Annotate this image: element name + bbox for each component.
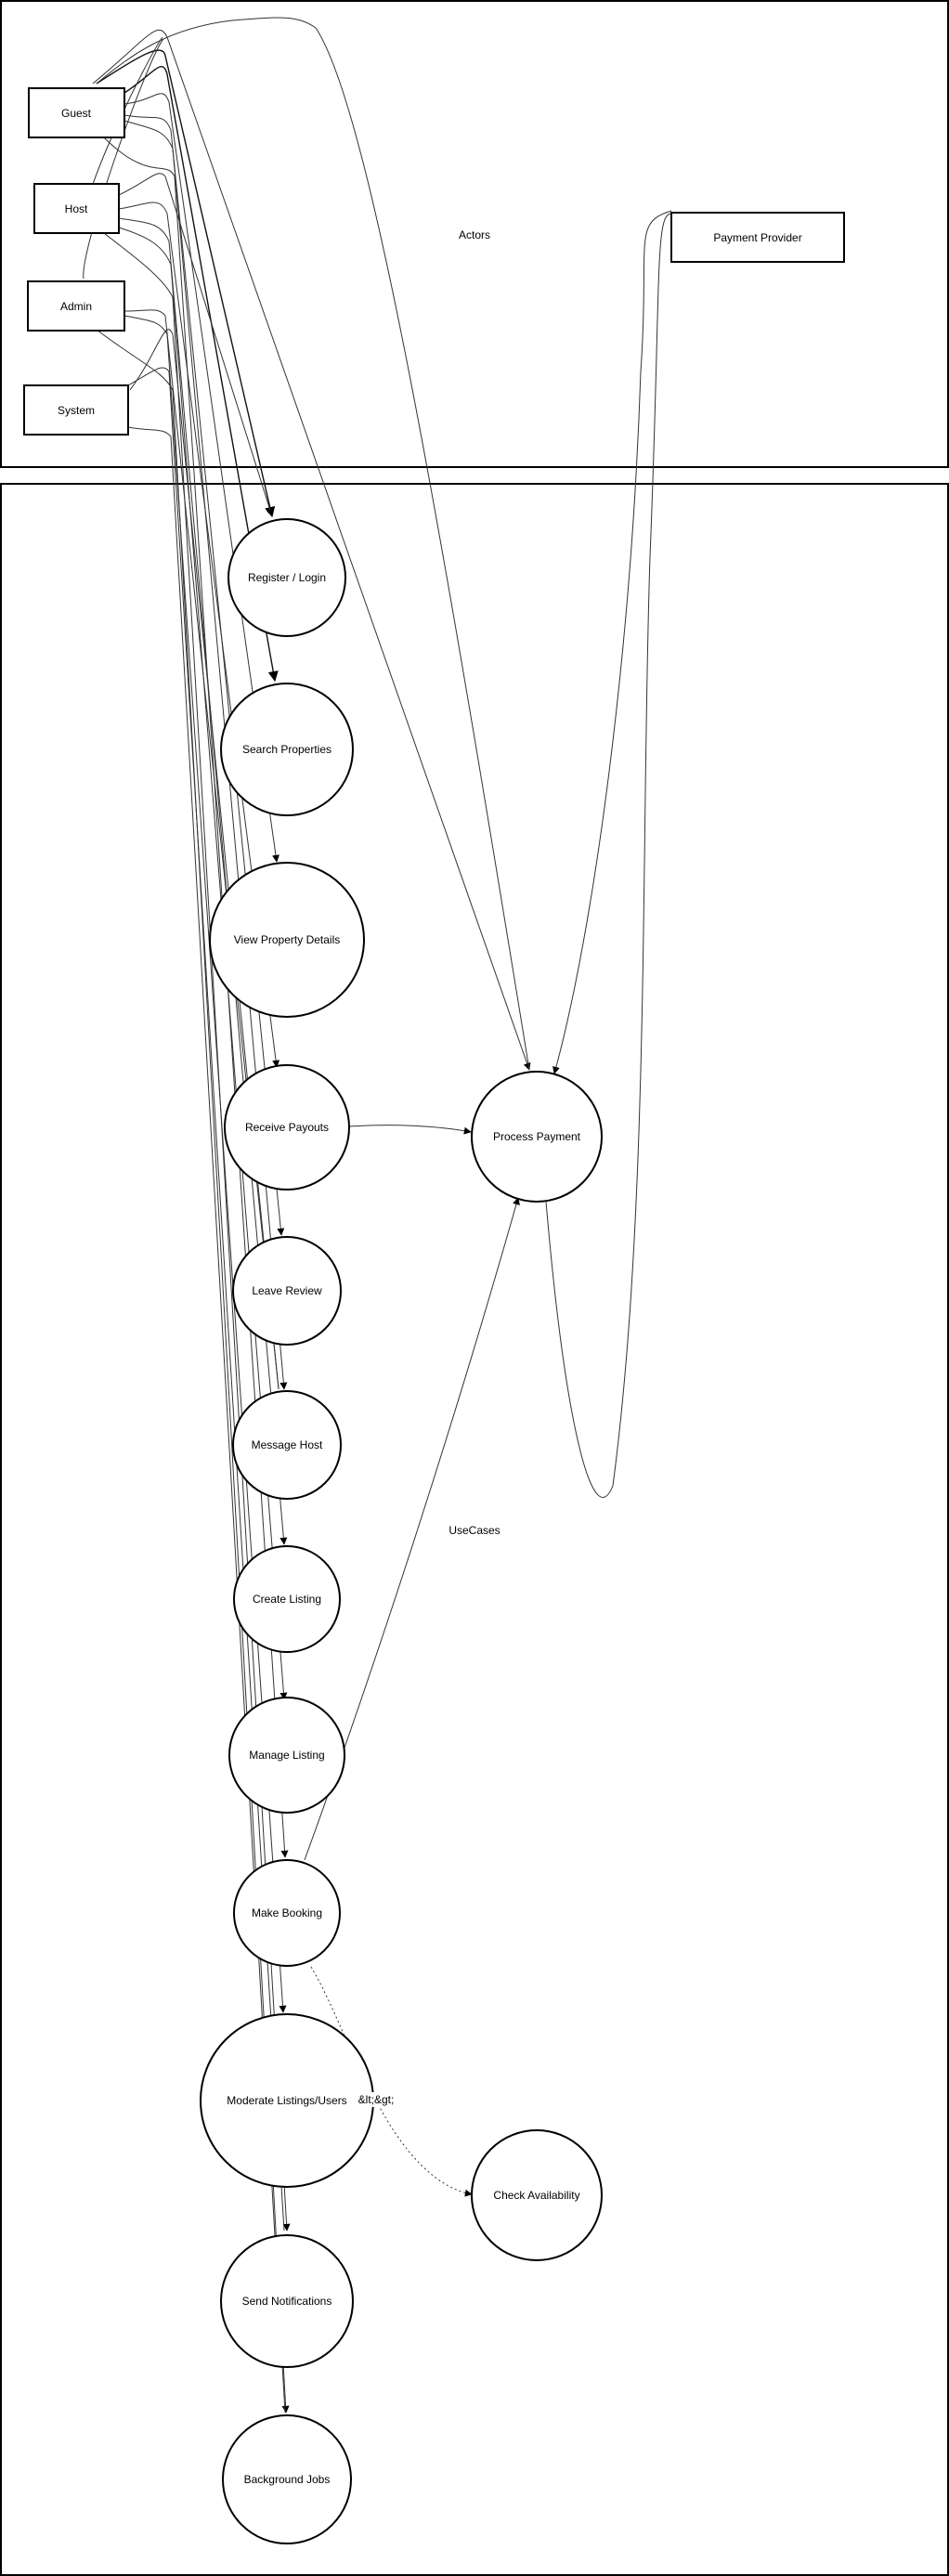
edge-system-notify <box>127 367 285 2231</box>
usecase-leave-review[interactable]: Leave Review <box>232 1236 342 1346</box>
edge-admin-up <box>83 38 164 280</box>
usecase-register-login[interactable]: Register / Login <box>228 518 346 637</box>
usecase-process-payment-label: Process Payment <box>493 1130 581 1143</box>
edge-payment-provider-loop <box>545 213 672 1498</box>
edge-guest-payment <box>92 29 531 1071</box>
edge-system-jobs <box>127 426 286 2413</box>
usecase-leave-review-label: Leave Review <box>252 1284 322 1297</box>
actor-system-label: System <box>58 404 95 417</box>
edge-guest-payment-curve <box>96 17 530 1071</box>
usecase-message-host[interactable]: Message Host <box>232 1390 342 1500</box>
usecase-background-jobs[interactable]: Background Jobs <box>222 2414 352 2544</box>
usecase-moderate-label: Moderate Listings/Users <box>227 2094 346 2107</box>
actor-payment-provider[interactable]: Payment Provider <box>670 212 845 263</box>
edge-system-msg <box>129 329 280 1390</box>
edge-guest-view <box>124 93 280 863</box>
usecase-make-booking[interactable]: Make Booking <box>233 1859 341 1967</box>
edge-guest-review <box>124 114 285 1236</box>
usecase-make-booking-label: Make Booking <box>252 1906 322 1919</box>
usecase-message-host-label: Message Host <box>252 1438 323 1451</box>
edge-host-manage <box>118 227 288 1700</box>
edge-host-register <box>118 173 274 517</box>
usecase-check-availability[interactable]: Check Availability <box>471 2129 603 2261</box>
association-edges <box>82 17 672 2413</box>
edge-provider-payment <box>552 210 672 1074</box>
usecase-register-login-label: Register / Login <box>248 571 326 584</box>
usecase-manage-listing-label: Manage Listing <box>249 1749 324 1762</box>
usecase-receive-payouts-label: Receive Payouts <box>245 1121 329 1134</box>
actors-cluster-label: Actors <box>459 228 490 241</box>
edge-admin-jobs <box>96 329 290 2413</box>
usecase-create-listing[interactable]: Create Listing <box>233 1545 341 1653</box>
actor-payment-provider-label: Payment Provider <box>713 231 801 244</box>
usecases-cluster <box>0 483 949 2576</box>
usecase-check-availability-label: Check Availability <box>493 2189 579 2202</box>
actor-system[interactable]: System <box>23 384 129 436</box>
usecase-create-listing-label: Create Listing <box>253 1593 321 1606</box>
actor-admin-label: Admin <box>60 300 92 313</box>
usecase-background-jobs-label: Background Jobs <box>244 2473 331 2486</box>
include-edge-label: &lt;&gt; <box>358 2093 395 2106</box>
edge-payouts-payment <box>349 1125 472 1135</box>
actor-host-label: Host <box>65 202 88 215</box>
usecase-process-payment[interactable]: Process Payment <box>471 1071 603 1203</box>
edge-guest-message <box>124 120 288 1390</box>
actor-guest[interactable]: Guest <box>28 87 125 138</box>
usecase-send-notifications[interactable]: Send Notifications <box>220 2234 354 2368</box>
usecase-moderate[interactable]: Moderate Listings/Users <box>200 2013 374 2188</box>
actor-host[interactable]: Host <box>33 183 120 234</box>
usecase-view-property-details[interactable]: View Property Details <box>209 862 365 1018</box>
usecase-view-property-details-label: View Property Details <box>234 933 341 946</box>
actor-guest-label: Guest <box>61 107 92 120</box>
usecase-search-properties-label: Search Properties <box>242 743 332 756</box>
include-label-bg <box>358 2092 394 2107</box>
edge-guest-search <box>124 66 279 683</box>
edge-host-notify <box>96 227 291 2231</box>
usecase-manage-listing[interactable]: Manage Listing <box>228 1697 345 1814</box>
edge-host-payouts <box>118 202 280 1068</box>
edge-host-create <box>118 217 288 1545</box>
usecase-search-properties[interactable]: Search Properties <box>220 683 354 816</box>
actor-admin[interactable]: Admin <box>27 280 125 332</box>
edge-admin-a <box>124 309 280 1389</box>
usecase-send-notifications-label: Send Notifications <box>242 2295 332 2308</box>
edge-admin-moderate <box>124 315 287 2013</box>
usecase-receive-payouts[interactable]: Receive Payouts <box>224 1064 350 1190</box>
edge-guest-register <box>96 49 276 518</box>
usecases-cluster-label: UseCases <box>448 1524 500 1537</box>
edge-guest-booking <box>96 129 289 1858</box>
